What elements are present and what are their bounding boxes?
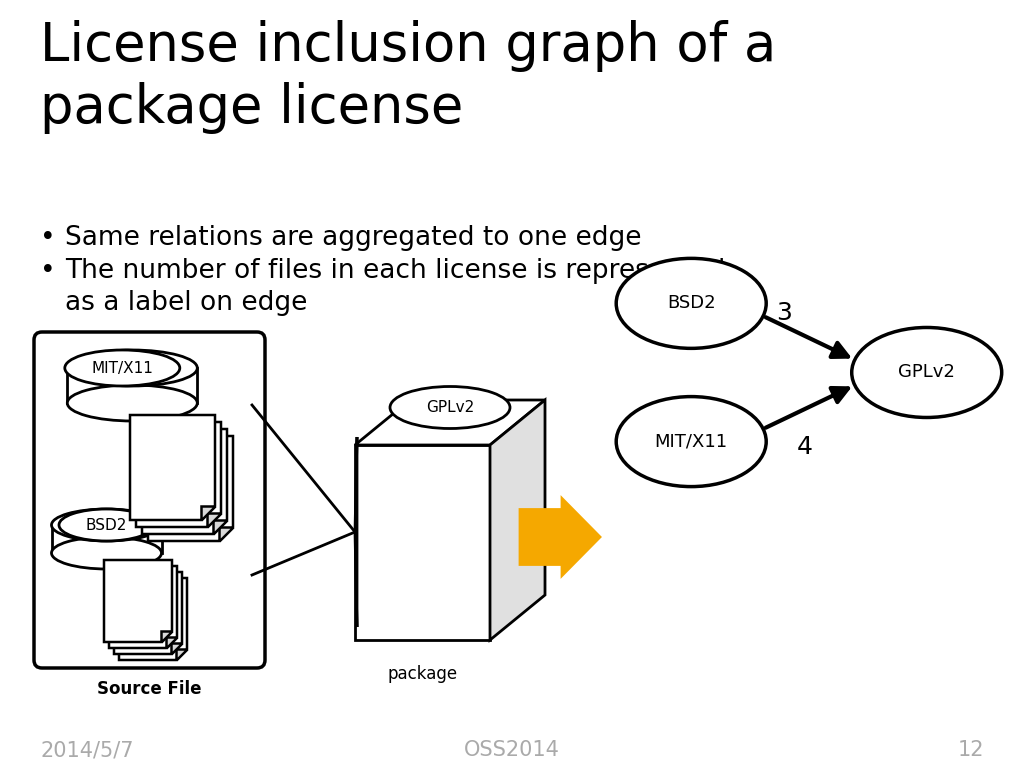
Polygon shape <box>490 400 545 640</box>
Ellipse shape <box>68 350 198 386</box>
Text: MIT/X11: MIT/X11 <box>91 360 154 376</box>
Text: BSD2: BSD2 <box>667 294 716 313</box>
Polygon shape <box>355 400 545 445</box>
Text: GPLv2: GPLv2 <box>426 400 474 415</box>
Text: 3: 3 <box>776 301 793 326</box>
Polygon shape <box>109 566 177 648</box>
FancyBboxPatch shape <box>34 332 265 668</box>
Polygon shape <box>119 578 187 660</box>
Polygon shape <box>176 649 187 660</box>
FancyArrow shape <box>520 498 600 575</box>
Polygon shape <box>213 520 227 534</box>
Polygon shape <box>142 429 227 534</box>
Text: License inclusion graph of a
package license: License inclusion graph of a package lic… <box>40 20 776 134</box>
Text: OSS2014: OSS2014 <box>464 740 560 760</box>
Ellipse shape <box>616 396 766 487</box>
Ellipse shape <box>51 537 162 569</box>
Polygon shape <box>104 560 172 642</box>
Polygon shape <box>201 506 215 520</box>
Text: BSD2: BSD2 <box>86 518 127 532</box>
Polygon shape <box>219 527 233 541</box>
Ellipse shape <box>852 327 1001 418</box>
Ellipse shape <box>59 509 154 541</box>
Text: Same relations are aggregated to one edge: Same relations are aggregated to one edg… <box>65 225 641 251</box>
Polygon shape <box>130 415 215 520</box>
Polygon shape <box>51 525 162 553</box>
Ellipse shape <box>68 385 198 421</box>
Polygon shape <box>161 631 172 642</box>
Ellipse shape <box>65 350 180 386</box>
Text: package: package <box>387 665 458 683</box>
Polygon shape <box>171 643 182 654</box>
Polygon shape <box>207 513 221 527</box>
Text: 12: 12 <box>957 740 984 760</box>
Polygon shape <box>355 445 490 640</box>
Polygon shape <box>68 368 198 403</box>
Text: •: • <box>40 258 55 284</box>
Text: •: • <box>40 225 55 251</box>
Text: MIT/X11: MIT/X11 <box>654 432 728 451</box>
Text: The number of files in each license is represented
as a label on edge: The number of files in each license is r… <box>65 258 725 316</box>
Ellipse shape <box>616 258 766 349</box>
Text: Source File: Source File <box>97 680 202 698</box>
Polygon shape <box>355 437 357 627</box>
Polygon shape <box>166 637 177 648</box>
Ellipse shape <box>390 386 510 429</box>
Polygon shape <box>148 436 233 541</box>
Text: 2014/5/7: 2014/5/7 <box>40 740 133 760</box>
Ellipse shape <box>51 509 162 541</box>
Polygon shape <box>114 572 182 654</box>
Text: 4: 4 <box>797 435 813 459</box>
Text: GPLv2: GPLv2 <box>898 363 955 382</box>
Polygon shape <box>136 422 221 527</box>
